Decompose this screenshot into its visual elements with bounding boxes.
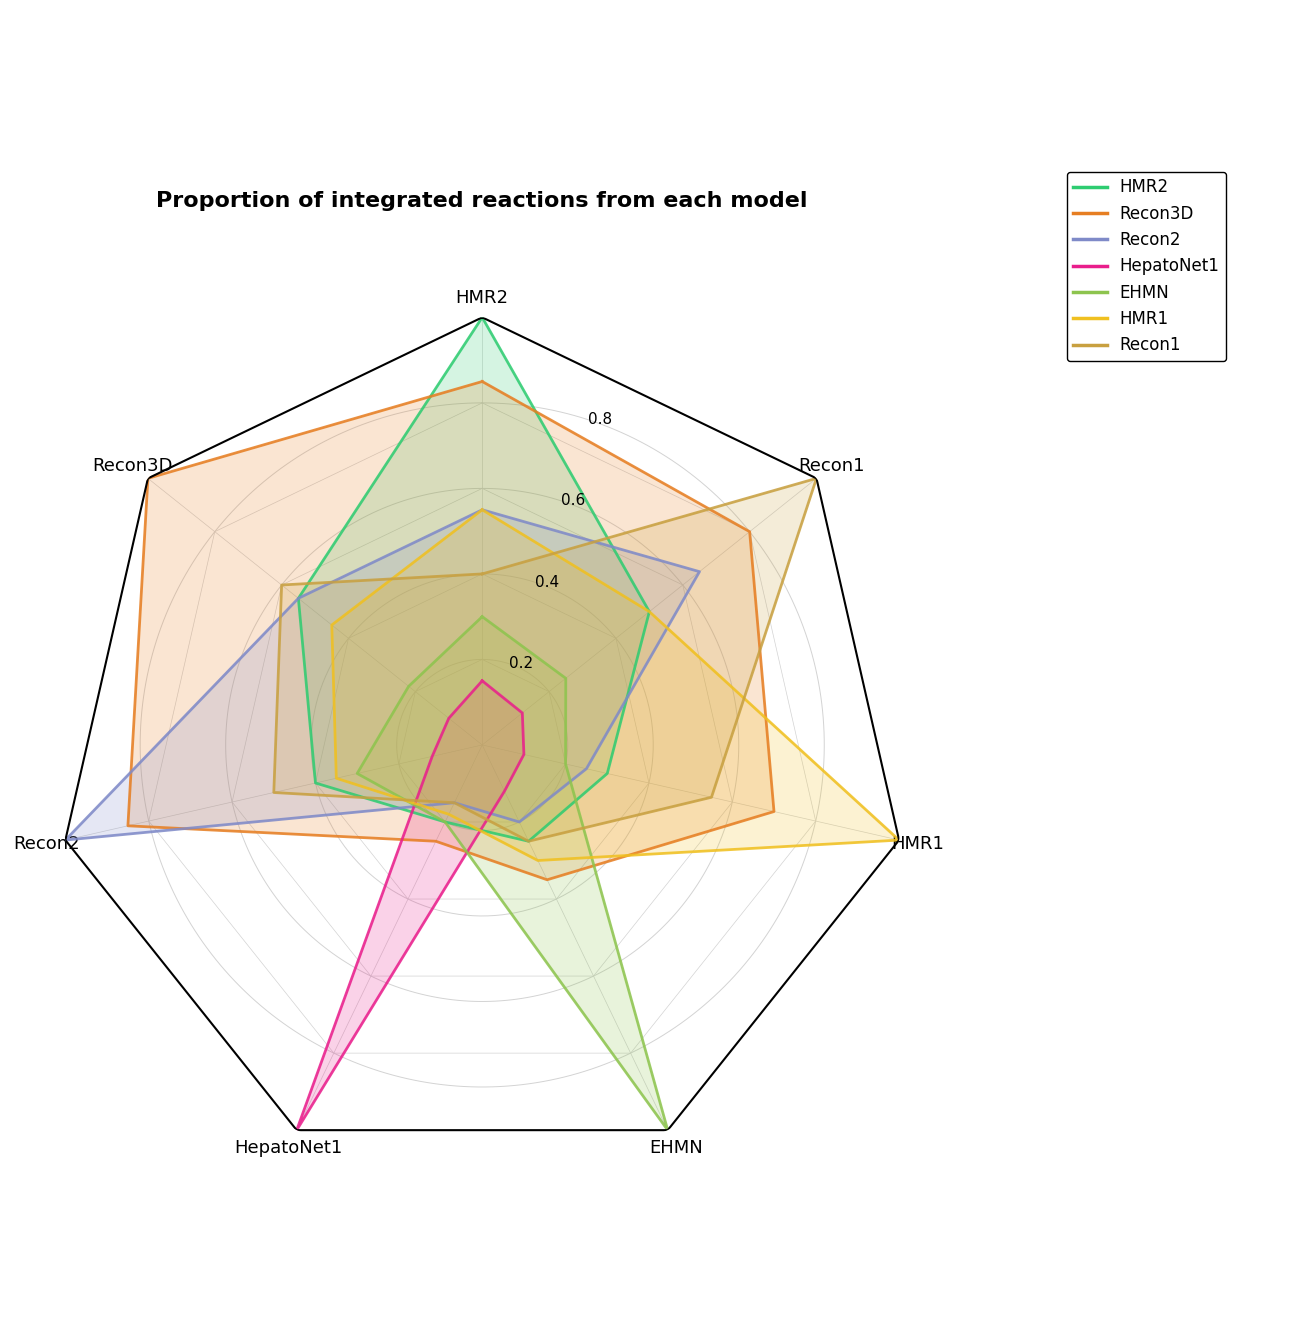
Title: Proportion of integrated reactions from each model: Proportion of integrated reactions from … [156,192,808,212]
Polygon shape [296,681,523,1130]
Polygon shape [65,509,699,840]
Polygon shape [274,479,817,841]
Polygon shape [299,318,650,841]
Text: 0.4: 0.4 [535,574,559,590]
Text: 0.6: 0.6 [561,493,586,508]
Polygon shape [331,509,899,860]
Polygon shape [127,381,774,880]
Legend: HMR2, Recon3D, Recon2, HepatoNet1, EHMN, HMR1, Recon1: HMR2, Recon3D, Recon2, HepatoNet1, EHMN,… [1066,172,1226,361]
Text: 0.8: 0.8 [588,413,612,427]
Text: 0.2: 0.2 [509,656,533,671]
Polygon shape [357,617,668,1130]
